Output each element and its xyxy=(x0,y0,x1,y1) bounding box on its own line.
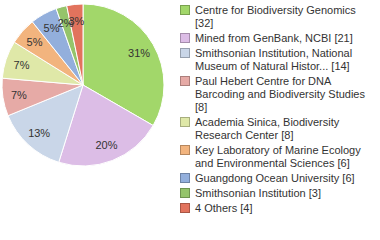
legend-item: 4 Others [4] xyxy=(180,202,376,215)
legend-swatch xyxy=(180,48,190,58)
legend-swatch xyxy=(180,33,190,43)
legend-label: Centre for Biodiversity Genomics [32] xyxy=(195,4,367,30)
legend-item: Centre for Biodiversity Genomics [32] xyxy=(180,4,376,30)
legend-label: Paul Hebert Centre for DNA Barcoding and… xyxy=(195,75,367,114)
legend-swatch xyxy=(180,76,190,86)
legend-label: Smithsonian Institution, National Museum… xyxy=(195,47,367,73)
legend-swatch xyxy=(180,5,190,15)
data-label: 20% xyxy=(96,139,118,151)
legend-label: 4 Others [4] xyxy=(195,202,367,215)
legend-label: Key Laboratory of Marine Ecology and Env… xyxy=(195,144,367,170)
legend-swatch xyxy=(180,203,190,213)
legend-item: Smithsonian Institution, National Museum… xyxy=(180,47,376,73)
legend-item: Guangdong Ocean University [6] xyxy=(180,172,376,185)
data-label: 7% xyxy=(11,89,27,101)
legend-item: Mined from GenBank, NCBI [21] xyxy=(180,32,376,45)
legend-label: Guangdong Ocean University [6] xyxy=(195,172,367,185)
legend-swatch xyxy=(180,173,190,183)
slices xyxy=(2,4,164,166)
data-labels: 31%20%13%7%7%5%5%2%3% xyxy=(11,15,150,152)
legend-item: Academia Sinica, Biodiversity Research C… xyxy=(180,116,376,142)
legend-label: Academia Sinica, Biodiversity Research C… xyxy=(195,116,367,142)
legend-swatch xyxy=(180,188,190,198)
data-label: 31% xyxy=(128,47,150,59)
data-label: 3% xyxy=(68,15,84,27)
legend-label: Mined from GenBank, NCBI [21] xyxy=(195,32,367,45)
legend-swatch xyxy=(180,145,190,155)
data-label: 5% xyxy=(27,36,43,48)
legend-item: Paul Hebert Centre for DNA Barcoding and… xyxy=(180,75,376,114)
data-label: 7% xyxy=(14,59,30,71)
legend-swatch xyxy=(180,117,190,127)
legend-item: Smithsonian Institution [3] xyxy=(180,187,376,200)
legend-item: Key Laboratory of Marine Ecology and Env… xyxy=(180,144,376,170)
legend: Centre for Biodiversity Genomics [32] Min… xyxy=(180,4,376,217)
legend-label: Smithsonian Institution [3] xyxy=(195,187,367,200)
data-label: 13% xyxy=(28,127,50,139)
